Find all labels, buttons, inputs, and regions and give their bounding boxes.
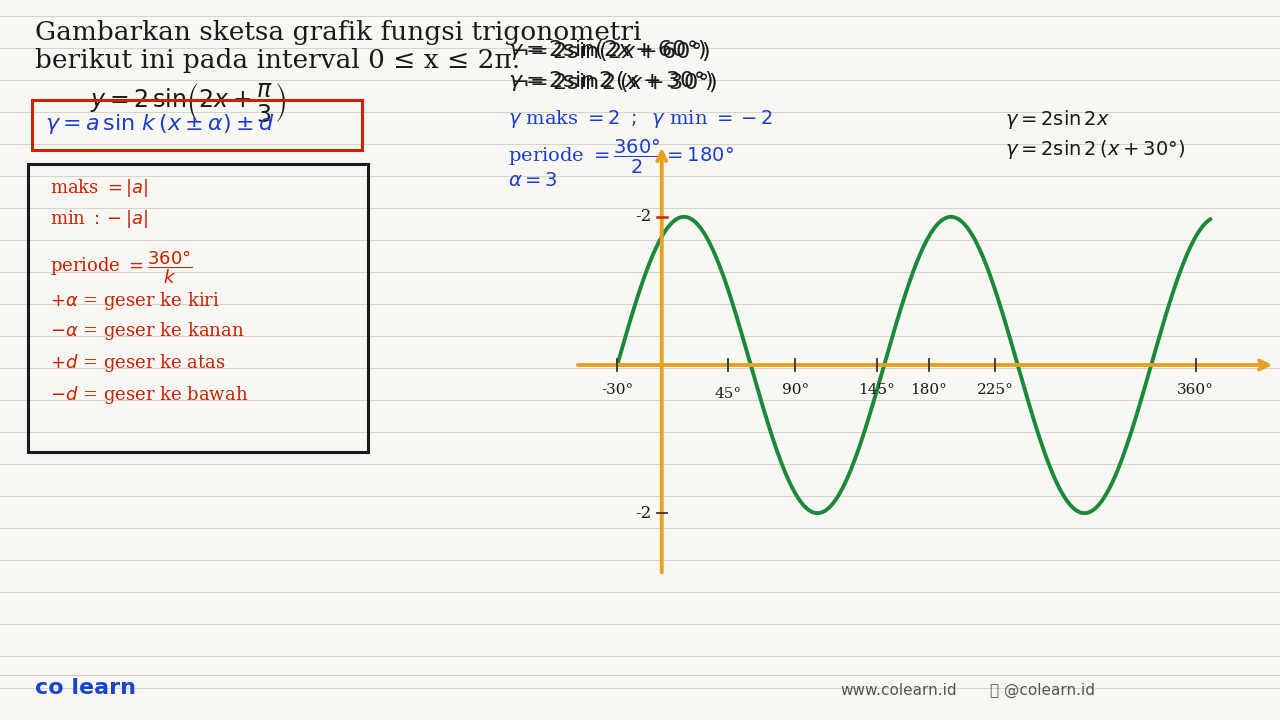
Text: $\gamma = a\,\sin\,k\,(x \pm \alpha) \pm d$: $\gamma = a\,\sin\,k\,(x \pm \alpha) \pm… <box>45 112 274 136</box>
Text: 180°: 180° <box>910 383 947 397</box>
Text: $\gamma = 2\sin 2x$: $\gamma = 2\sin 2x$ <box>1005 108 1110 131</box>
Text: $-\alpha$ = geser ke kanan: $-\alpha$ = geser ke kanan <box>50 320 244 342</box>
Text: -30°: -30° <box>602 383 634 397</box>
Text: periode $= \dfrac{360°}{k}$: periode $= \dfrac{360°}{k}$ <box>50 248 193 286</box>
Text: $-d$ = geser ke bawah: $-d$ = geser ke bawah <box>50 384 248 406</box>
Text: $y = 2\,\sin\!\left(2x + \dfrac{\pi}{3}\right)$: $y = 2\,\sin\!\left(2x + \dfrac{\pi}{3}\… <box>90 82 287 125</box>
Text: $\neg\! = 2\sin 2\,(x + 30°)$: $\neg\! = 2\sin 2\,(x + 30°)$ <box>509 71 717 94</box>
Bar <box>32 100 362 150</box>
Text: 45°: 45° <box>716 387 742 401</box>
Text: 225°: 225° <box>977 383 1014 397</box>
Text: 145°: 145° <box>859 383 895 397</box>
Text: $\gamma = 2\sin 2\,(x+30°)$: $\gamma = 2\sin 2\,(x+30°)$ <box>508 69 713 93</box>
Text: min $: -|a|$: min $: -|a|$ <box>50 208 148 230</box>
Text: ⧂ @colearn.id: ⧂ @colearn.id <box>989 683 1094 698</box>
Text: $\gamma = 2\sin 2\,(x+30°)$: $\gamma = 2\sin 2\,(x+30°)$ <box>1005 138 1185 161</box>
Text: $+\alpha$ = geser ke kiri: $+\alpha$ = geser ke kiri <box>50 290 220 312</box>
Text: www.colearn.id: www.colearn.id <box>840 683 956 698</box>
Text: maks $= |a|$: maks $= |a|$ <box>50 177 148 199</box>
Text: -2: -2 <box>635 505 652 522</box>
Text: periode $= \dfrac{360°}{2} = 180°$: periode $= \dfrac{360°}{2} = 180°$ <box>508 138 733 176</box>
Bar <box>28 164 369 452</box>
Text: -2: -2 <box>635 208 652 225</box>
Text: berikut ini pada interval 0 ≤ x ≤ 2π.: berikut ini pada interval 0 ≤ x ≤ 2π. <box>35 48 520 73</box>
Text: $\neg\! = 2\sin(2x + 60°)$: $\neg\! = 2\sin(2x + 60°)$ <box>509 40 710 63</box>
Text: $\gamma = 2\sin(2x+60°)$: $\gamma = 2\sin(2x+60°)$ <box>508 38 707 62</box>
Text: $\gamma$ maks $= 2\;\;;\;\;\gamma$ min $= -2$: $\gamma$ maks $= 2\;\;;\;\;\gamma$ min $… <box>508 108 773 130</box>
Text: Gambarkan sketsa grafik fungsi trigonometri: Gambarkan sketsa grafik fungsi trigonome… <box>35 20 641 45</box>
Text: 90°: 90° <box>782 383 809 397</box>
Text: 360°: 360° <box>1178 383 1215 397</box>
Text: co learn: co learn <box>35 678 136 698</box>
Text: $+d$ = geser ke atas: $+d$ = geser ke atas <box>50 352 225 374</box>
Text: $\alpha = 3$: $\alpha = 3$ <box>508 172 558 190</box>
